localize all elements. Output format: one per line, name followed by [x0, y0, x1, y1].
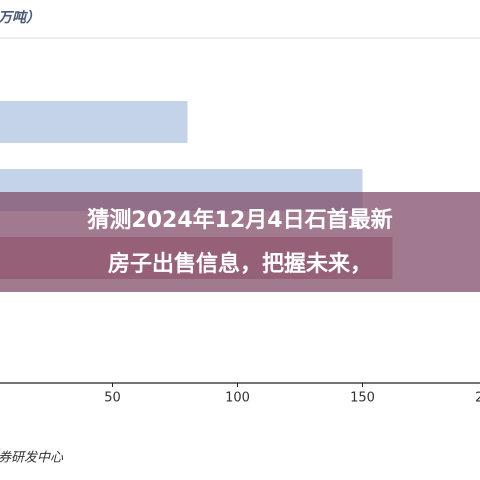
title-line: 猜测2024年12月4日石首最新 — [87, 208, 393, 233]
x-tick-label: 200 — [475, 391, 480, 406]
unit-label: 万吨） — [0, 9, 40, 26]
title-banner: 猜测2024年12月4日石首最新 房子出售信息，把握未来， — [0, 192, 480, 292]
title-line: 房子出售信息，把握未来， — [107, 252, 372, 277]
x-tick-label: 150 — [350, 391, 375, 406]
source: 券研发中心 — [0, 451, 64, 466]
x-tick-label: 50 — [104, 391, 121, 406]
bar — [0, 101, 188, 143]
x-tick-label: 100 — [225, 391, 250, 406]
